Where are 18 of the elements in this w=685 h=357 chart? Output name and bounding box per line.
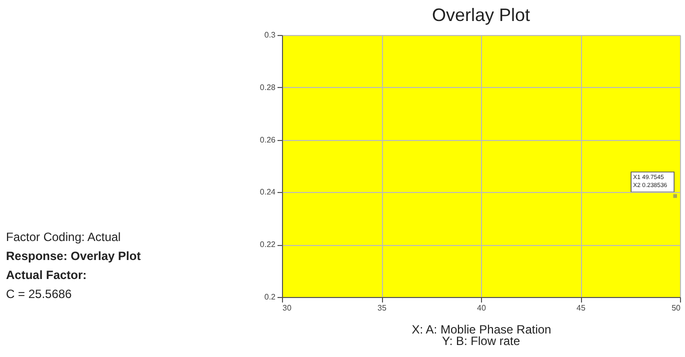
x-axis-title: X: A: Moblie Phase Ration [412, 322, 552, 336]
text: C = 25.5686 [6, 286, 73, 303]
text: Factor Coding: Actual [6, 229, 122, 246]
y-tick-label: 0.3 [264, 30, 276, 40]
y-tick-label: 0.2 [264, 292, 276, 302]
text: Actual Factor: [6, 267, 88, 284]
y-tick-label: 0.28 [260, 82, 276, 92]
chart-title: Overlay Plot [432, 5, 530, 25]
x-tick-label: 45 [576, 304, 586, 312]
x-tick-label: 50 [672, 304, 682, 312]
text: Response: Overlay Plot [6, 248, 141, 265]
text: Y: B: Flow rate [440, 334, 522, 348]
y-tick-label: 0.22 [260, 240, 276, 250]
x-tick-label: 35 [378, 304, 387, 312]
y-tick-label: 0.24 [260, 188, 276, 197]
x-tick-label: 30 [282, 304, 292, 312]
y-tick-label: 0.26 [260, 135, 276, 144]
x-tick-label: 40 [477, 304, 486, 312]
